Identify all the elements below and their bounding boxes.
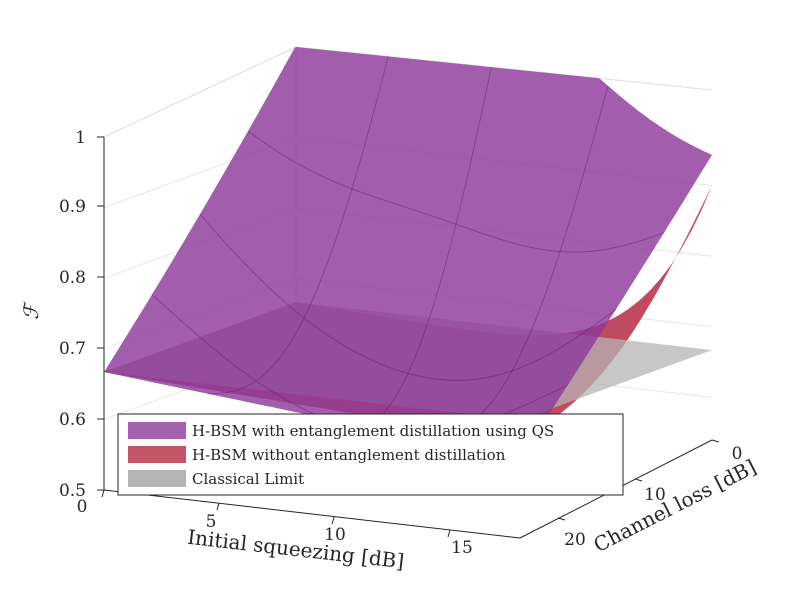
legend-swatch-with-distillation	[128, 422, 186, 439]
surface-meshline	[247, 130, 665, 253]
z-tick-label: 0.9	[59, 197, 86, 217]
x-axis-line	[103, 489, 521, 539]
surface-with-distillation	[104, 47, 712, 459]
legend: H-BSM with entanglement distillation usi…	[117, 413, 624, 496]
legend-entry-classical-limit: Classical Limit	[192, 470, 304, 488]
y-tick-label: 0	[732, 444, 743, 464]
x-tick-mark	[216, 502, 220, 511]
y-tick-label: 20	[564, 530, 586, 550]
x-tick-mark	[331, 516, 335, 525]
legend-swatch-classical-limit	[128, 470, 186, 487]
x-tick-mark	[101, 489, 105, 498]
x-axis: 0 5 10 15 Initial squeezing [dB]	[77, 489, 521, 574]
z-tick-label: 1	[75, 128, 86, 148]
z-axis: 0.5 0.6 0.7 0.8 0.9 1 ℱ	[19, 128, 105, 501]
z-tick-label: 0.8	[59, 268, 86, 288]
legend-swatch-without-distillation	[128, 446, 186, 463]
x-tick-label: 10	[324, 525, 346, 545]
surfaces	[104, 47, 712, 459]
x-axis-label: Initial squeezing [dB]	[186, 525, 405, 574]
z-tick-label: 0.7	[59, 339, 86, 359]
x-tick-mark	[447, 529, 451, 538]
y-tick-mark	[711, 439, 720, 443]
y-tick-label: 10	[644, 485, 666, 505]
x-tick-label: 5	[206, 512, 217, 532]
z-axis-label: ℱ	[19, 301, 43, 320]
y-tick-mark	[557, 517, 566, 521]
surface-meshline	[207, 47, 401, 395]
y-tick-mark	[634, 478, 643, 482]
z-tick-label: 0.6	[59, 410, 86, 430]
z-tick-label: 0.5	[59, 481, 86, 501]
surface-meshline	[199, 213, 617, 381]
legend-box	[117, 413, 624, 496]
x-tick-label: 0	[77, 497, 88, 517]
legend-entry-without-distillation: H-BSM without entanglement distillation	[192, 446, 506, 464]
legend-entry-with-distillation: H-BSM with entanglement distillation usi…	[192, 422, 554, 440]
x-tick-label: 15	[451, 538, 473, 558]
